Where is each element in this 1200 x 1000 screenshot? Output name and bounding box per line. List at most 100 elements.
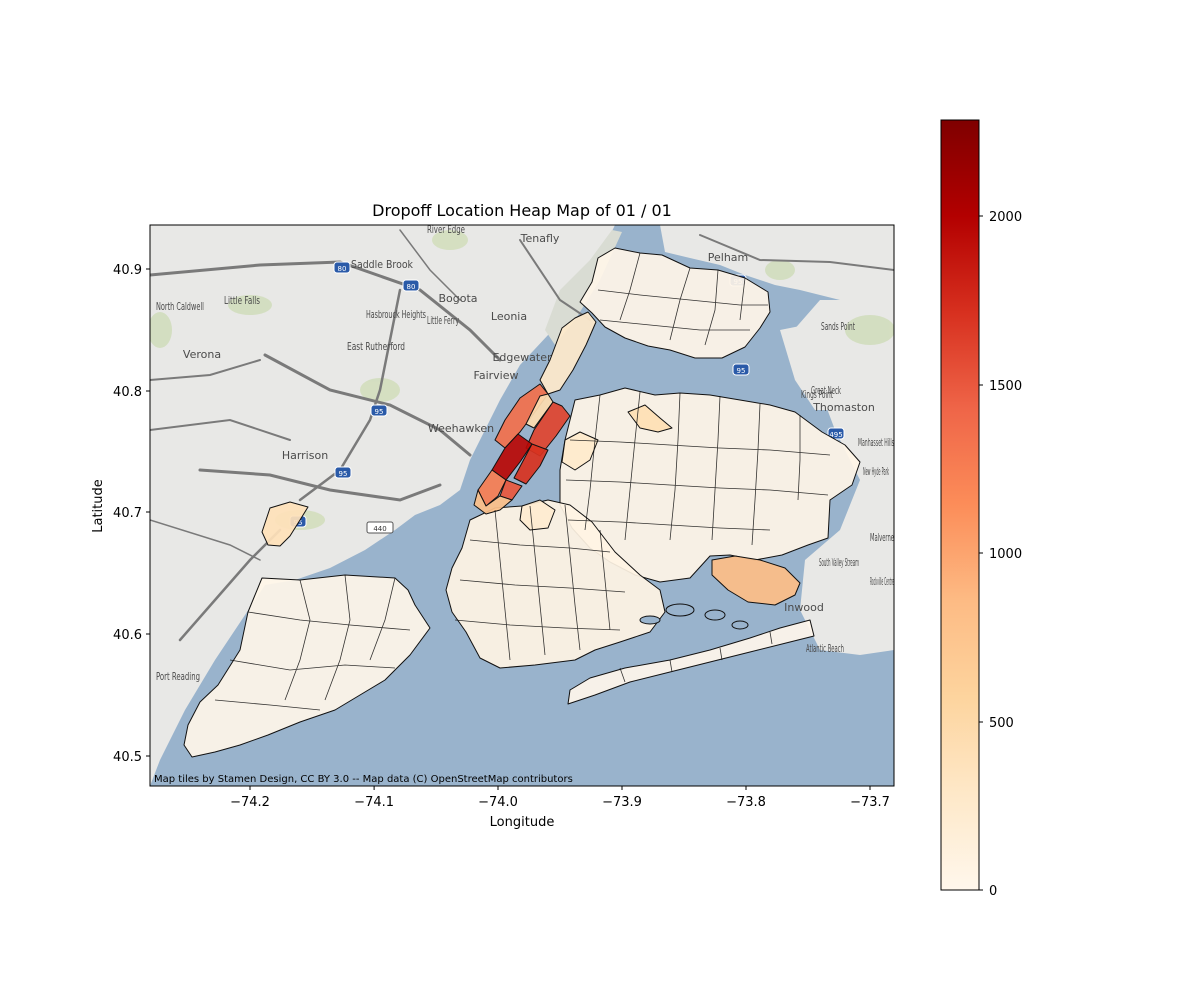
y-tick: 40.6 xyxy=(113,628,150,643)
place-label: East Rutherford xyxy=(347,340,405,353)
zone-midtown-east xyxy=(513,443,549,485)
highway-shield-icon: 95 xyxy=(732,363,750,376)
highway-shield-label: 95 xyxy=(375,408,384,416)
highway-shield-icon: 95 xyxy=(370,404,388,417)
place-label: Inwood xyxy=(784,601,824,614)
highway-shield-label: 495 xyxy=(829,431,842,439)
x-tick-label: −74.1 xyxy=(354,795,394,810)
road xyxy=(263,353,472,457)
road xyxy=(399,229,461,301)
colorbar-tick: 0 xyxy=(979,884,997,899)
road xyxy=(150,260,502,362)
colorbar-tick-label: 2000 xyxy=(989,210,1022,225)
zone-staten-island xyxy=(183,574,431,758)
place-label: Little Ferry xyxy=(427,314,459,327)
jamaica-bay-islands xyxy=(639,603,749,630)
colorbar-tick: 1000 xyxy=(979,547,1022,562)
road xyxy=(699,234,894,271)
place-label: Thomaston xyxy=(812,401,875,414)
park-patch xyxy=(228,295,272,315)
place-label: Port Reading xyxy=(156,670,200,683)
zone-boundary xyxy=(597,252,768,346)
place-label: Rockville Centre xyxy=(870,575,894,588)
colorbar-tick: 500 xyxy=(979,716,1014,731)
place-label: Edgewater xyxy=(492,351,552,364)
zone-newark-airport xyxy=(261,501,309,547)
highway-shield-label: 80 xyxy=(407,283,416,291)
zone-jfk-airport xyxy=(711,555,801,606)
y-tick: 40.7 xyxy=(113,506,150,521)
y-axis-label: Latitude xyxy=(91,479,106,533)
park-patch xyxy=(765,260,795,280)
map-axes-frame xyxy=(149,224,895,787)
place-label: Weehawken xyxy=(428,422,494,435)
park-patch xyxy=(432,230,468,250)
map-plot-area: 80 80 95 95 95 440 95 495 95 River Edge … xyxy=(150,225,894,786)
road xyxy=(178,528,282,642)
place-labels: River Edge Tenafly Pelham Saddle Brook N… xyxy=(156,225,894,683)
place-label: Pelham xyxy=(708,251,749,264)
place-label: Kings Point xyxy=(801,388,833,401)
highway-shield-icon: 80 xyxy=(333,261,351,274)
place-label: Malverne xyxy=(870,531,894,544)
y-tick-label: 40.7 xyxy=(113,506,142,521)
place-label: Atlantic Beach xyxy=(806,642,844,655)
place-label: South Valley Stream xyxy=(819,556,859,569)
chart-title: Dropoff Location Heap Map of 01 / 01 xyxy=(372,201,672,220)
colorbar-tick-label: 1500 xyxy=(989,379,1022,394)
x-tick: −73.7 xyxy=(850,786,890,810)
zone-williamsburg xyxy=(519,499,556,531)
x-tick: −74.0 xyxy=(478,786,518,810)
basemap-land-long-island xyxy=(785,300,894,655)
map-attribution: Map tiles by Stamen Design, CC BY 3.0 --… xyxy=(154,774,573,785)
bay-island xyxy=(704,609,726,621)
place-label: Sands Point xyxy=(821,320,855,333)
park-patch xyxy=(150,312,172,348)
colorbar: 0 500 1000 1500 2000 xyxy=(940,119,1022,899)
highway-shield-label: 440 xyxy=(373,525,386,533)
y-tick: 40.8 xyxy=(113,385,150,400)
place-label: Fairview xyxy=(474,369,519,382)
x-axis: −74.2 −74.1 −74.0 −73.9 −73.8 −73.7 xyxy=(230,786,890,810)
x-tick-label: −74.0 xyxy=(478,795,518,810)
x-tick: −73.9 xyxy=(602,786,642,810)
park-patch xyxy=(845,315,894,345)
place-label: Leonia xyxy=(491,310,527,323)
highway-shield-icon: 95 xyxy=(334,466,352,479)
y-tick-label: 40.8 xyxy=(113,385,142,400)
zone-boundary xyxy=(565,391,831,546)
road xyxy=(150,359,261,381)
road xyxy=(150,418,291,441)
zone-lower-manhattan xyxy=(473,489,513,515)
x-axis-label: Longitude xyxy=(490,815,555,830)
zone-boundary xyxy=(454,504,626,661)
y-tick-label: 40.9 xyxy=(113,263,142,278)
road xyxy=(150,519,261,561)
zone-chelsea xyxy=(477,469,507,507)
zone-boundary xyxy=(619,631,773,683)
colorbar-tick-label: 1000 xyxy=(989,547,1022,562)
basemap-land-new-jersey xyxy=(150,225,615,786)
y-tick-label: 40.5 xyxy=(113,750,142,765)
bay-island xyxy=(731,620,749,630)
y-tick: 40.9 xyxy=(113,263,150,278)
zone-boundaries xyxy=(214,252,831,711)
highway-shield-icon: 495 xyxy=(827,427,845,440)
place-label: New Hyde Park xyxy=(863,465,889,478)
basemap-land-north-shore xyxy=(780,320,870,410)
highway-shield-icon: 80 xyxy=(402,279,420,292)
highway-shield-label: 95 xyxy=(737,367,746,375)
road xyxy=(519,239,591,321)
highway-shield-label: 95 xyxy=(339,470,348,478)
colorbar-tick-label: 500 xyxy=(989,716,1014,731)
x-tick-label: −74.2 xyxy=(230,795,270,810)
colorbar-tick-label: 0 xyxy=(989,884,997,899)
zone-boundary xyxy=(214,574,411,711)
highway-shield-icon: 440 xyxy=(366,521,394,534)
zone-brooklyn xyxy=(445,499,666,669)
place-label: Bogota xyxy=(438,292,477,305)
place-label: Saddle Brook xyxy=(351,258,414,271)
colorbar-tick: 1500 xyxy=(979,379,1022,394)
y-axis: 40.5 40.6 40.7 40.8 40.9 xyxy=(113,263,150,765)
